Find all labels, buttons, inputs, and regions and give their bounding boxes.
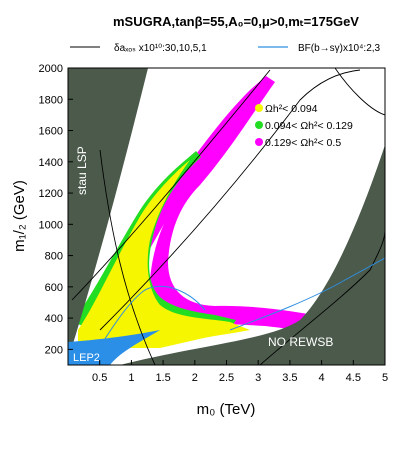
no-rewsb-region (120, 145, 385, 365)
y-tick-label: 1800 (39, 94, 63, 106)
y-tick-label: 200 (45, 344, 63, 356)
y-tick-label: 1600 (39, 126, 63, 138)
x-tick-label: 3 (255, 372, 261, 384)
legend-label-yellow: Ωh²< 0.094 (265, 103, 318, 115)
relic-legend: Ωh²< 0.094 0.094< Ωh²< 0.129 0.129< Ωh²<… (255, 103, 353, 149)
x-tick-label: 5 (382, 372, 388, 384)
chart-title: mSUGRA,tanβ=55,A₀=0,μ>0,mₜ=175GeV (113, 14, 359, 29)
y-tick-label: 400 (45, 313, 63, 325)
legend-label-green: 0.094< Ωh²< 0.129 (265, 120, 353, 132)
bf-contour-3 (229, 257, 385, 331)
bf-legend-label: BF(b→sγ)x10⁴:2,3 (298, 43, 381, 54)
stau-lsp-label: stau LSP (75, 146, 89, 195)
y-tick-label: 2000 (39, 63, 63, 75)
x-tick-label: 0.5 (92, 372, 107, 384)
plot-area: stau LSP NO REWSB LEP2 (68, 68, 385, 365)
delta-a-contour-30 (99, 149, 156, 365)
stau-lsp-region (68, 68, 148, 360)
delta-a-legend-label: δaₓₒₛ x10¹⁰:30,10,5,1 (114, 43, 207, 54)
delta-a-contour-5 (99, 69, 361, 331)
x-tick-label: 4.5 (346, 372, 361, 384)
x-tick-label: 1 (128, 372, 134, 384)
y-tick-label: 600 (45, 282, 63, 294)
legend-label-magenta: 0.129< Ωh²< 0.5 (265, 137, 341, 149)
delta-a-contour-1 (259, 229, 385, 365)
y-tick-label: 1000 (39, 219, 63, 231)
delta-a-contour-extra (334, 68, 385, 116)
relic-band-magenta (95, 76, 385, 338)
axis-ticks: 0.5 1 1.5 2 2.5 3 3.5 4 4.5 5 200 400 600 800 1000 1200… (39, 63, 389, 384)
legend-swatch-green (255, 121, 263, 129)
x-tick-label: 1.5 (155, 372, 170, 384)
x-tick-label: 2 (192, 372, 198, 384)
x-axis-label: m₀ (TeV) (197, 401, 256, 418)
y-axis-label: m₁/₂ (GeV) (11, 180, 28, 252)
bf-contour-2 (94, 285, 206, 356)
lep2-region (68, 330, 160, 365)
y-tick-label: 1200 (39, 188, 63, 200)
lep2-label: LEP2 (73, 352, 100, 364)
y-tick-label: 800 (45, 251, 63, 263)
y-tick-label: 1400 (39, 157, 63, 169)
no-rewsb-label: NO REWSB (268, 335, 333, 349)
x-tick-label: 4 (319, 372, 325, 384)
x-tick-label: 2.5 (219, 372, 234, 384)
legend-swatch-yellow (255, 104, 263, 112)
legend-swatch-magenta (255, 138, 263, 146)
relic-band-yellow (78, 160, 250, 348)
delta-a-contour-10 (71, 69, 271, 301)
x-tick-label: 3.5 (282, 372, 297, 384)
